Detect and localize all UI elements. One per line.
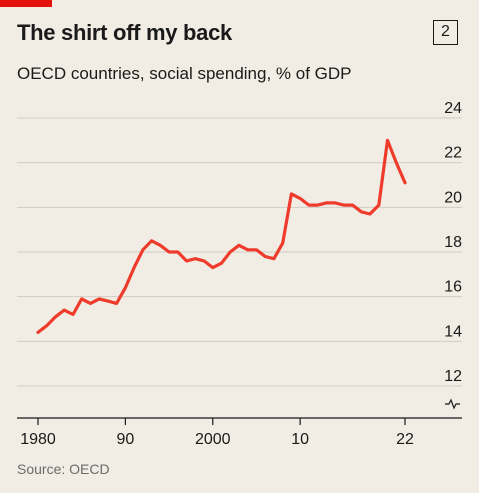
brand-tag (0, 0, 52, 7)
x-tick-label-22: 22 (396, 431, 414, 448)
x-tick-label-10: 10 (291, 431, 309, 448)
source-note: Source: OECD (17, 461, 110, 477)
axis-break-icon (445, 398, 460, 410)
y-tick-label-22: 22 (444, 145, 462, 162)
grid-lines (17, 117, 462, 425)
x-tick-label-90: 90 (116, 431, 134, 448)
y-tick-label-24: 24 (444, 100, 462, 117)
axis-break-zigzag (445, 398, 460, 410)
y-tick-label-18: 18 (444, 234, 462, 251)
x-tick-label-2000: 2000 (195, 431, 231, 448)
chart-number-badge: 2 (433, 20, 458, 45)
y-tick-label-16: 16 (444, 279, 462, 296)
chart-subtitle: OECD countries, social spending, % of GD… (17, 64, 352, 83)
chart-title: The shirt off my back (17, 20, 232, 45)
y-tick-label-14: 14 (444, 323, 462, 340)
x-tick-label-1980: 1980 (20, 431, 56, 448)
y-tick-labels: 12 14 16 18 20 22 24 (444, 100, 462, 385)
series-line-0 (36, 138, 407, 334)
y-tick-label-20: 20 (444, 189, 462, 206)
y-tick-label-12: 12 (444, 368, 462, 385)
series-layer (36, 138, 407, 334)
x-tick-labels: 1980 90 2000 10 22 (20, 431, 414, 448)
